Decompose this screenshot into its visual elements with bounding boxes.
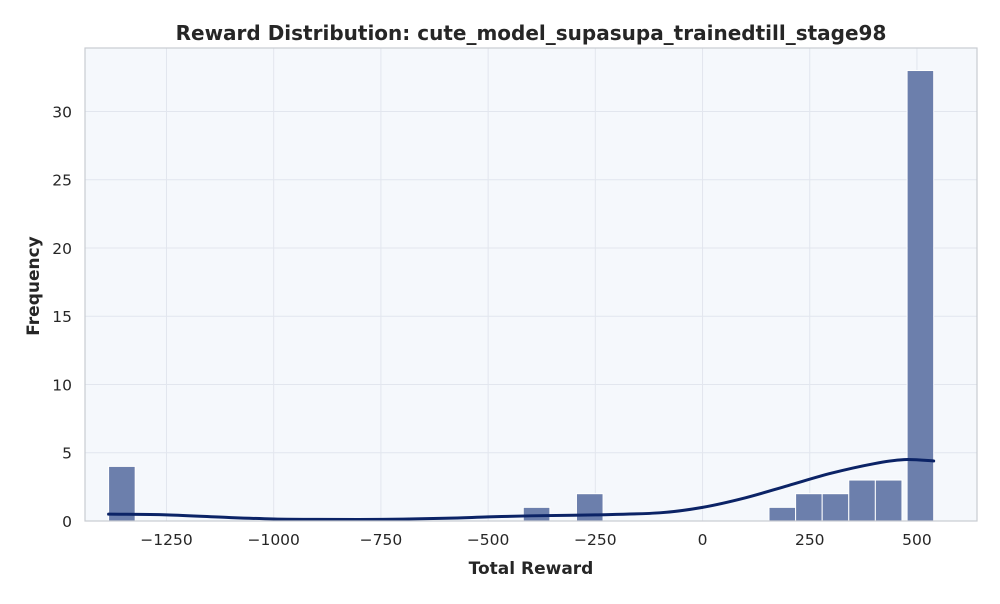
histogram-bar-3 — [768, 506, 797, 522]
histogram-bar-4 — [795, 493, 823, 522]
x-tick-label-2: −750 — [360, 531, 403, 549]
histogram-bar-5 — [821, 493, 850, 522]
histogram-bar-8 — [906, 70, 935, 522]
y-tick-label-0: 0 — [62, 513, 72, 531]
x-tick-label-7: 500 — [902, 531, 932, 549]
histogram-bar-0 — [108, 465, 136, 522]
histogram-bar-6 — [848, 479, 876, 522]
y-axis-label: Frequency — [24, 236, 44, 336]
x-tick-label-0: −1250 — [140, 531, 192, 549]
y-tick-label-4: 20 — [52, 240, 72, 258]
histogram-bar-7 — [874, 479, 903, 522]
y-tick-label-3: 15 — [52, 308, 72, 326]
x-tick-label-6: 250 — [795, 531, 825, 549]
x-axis-label: Total Reward — [469, 559, 594, 579]
x-tick-label-5: 0 — [698, 531, 708, 549]
y-tick-label-2: 10 — [52, 376, 72, 394]
histogram-bar-2 — [575, 493, 604, 522]
x-tick-label-4: −250 — [574, 531, 617, 549]
kde-curve — [107, 457, 936, 521]
y-tick-label-6: 30 — [52, 103, 72, 121]
plot-frame — [84, 47, 978, 522]
y-tick-label-5: 25 — [52, 172, 72, 190]
y-tick-label-1: 5 — [62, 445, 72, 463]
bars-layer — [108, 70, 935, 522]
x-tick-label-1: −1000 — [247, 531, 299, 549]
chart-title: Reward Distribution: cute_model_supasupa… — [176, 21, 887, 45]
ticks-layer: −1250 −1000 −750 −500 −250 0 250 500 0 5 10 15 20 25 3… — [52, 103, 931, 549]
plot-area — [85, 48, 977, 521]
x-tick-label-3: −500 — [467, 531, 510, 549]
kde-layer — [107, 457, 936, 521]
